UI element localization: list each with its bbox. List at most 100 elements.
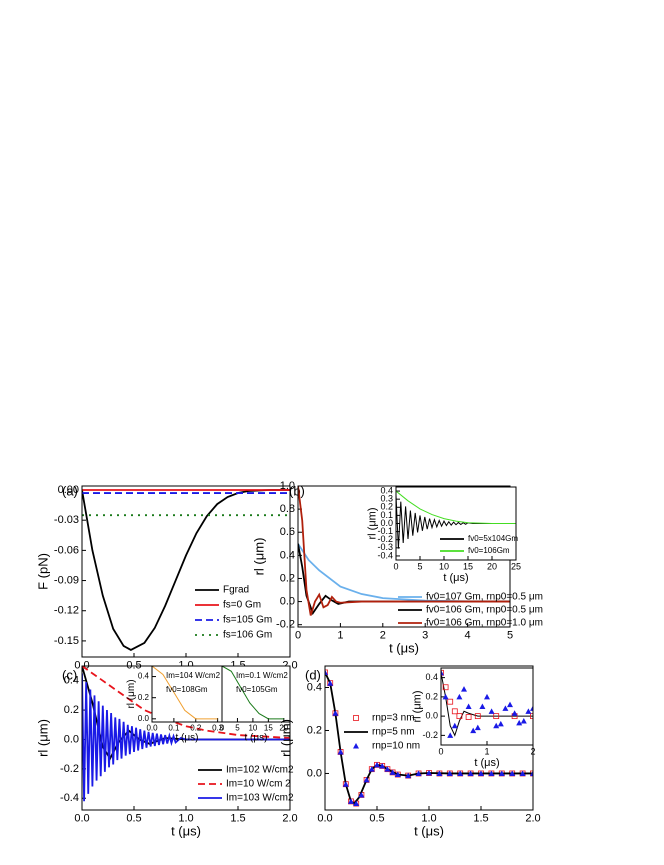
marker-triangle xyxy=(520,717,527,724)
y-tick-label: 0.0 xyxy=(307,767,322,779)
marker-square xyxy=(325,669,328,676)
x-axis-label: t (μs) xyxy=(171,823,201,838)
marker-triangle xyxy=(368,766,375,772)
inset-chart: 0.0 0.1 0.2 0.3 0.4 0.2 0.0 t (μs) rl (μm) Im=104… xyxy=(126,665,224,744)
y-axis-label: rl (μm) xyxy=(278,719,293,757)
y-tick-label: -0.09 xyxy=(54,574,79,586)
marker-square xyxy=(442,684,449,691)
x-tick-label: 0 xyxy=(295,630,301,642)
legend-label: rnp=5 nm xyxy=(372,727,415,738)
plot-area xyxy=(82,666,290,802)
x-tick-label: 0 xyxy=(438,747,443,757)
y-tick-label: 0.0 xyxy=(64,733,79,745)
marker-triangle xyxy=(507,701,513,708)
series-line xyxy=(222,666,284,720)
marker-triangle xyxy=(456,693,463,700)
inset-chart: 0 5 10 15 20 t (μs) Im=0.1 W/cm2 fv0=105Gm xyxy=(220,665,291,744)
marker-square xyxy=(447,698,454,705)
x-tick-label: 2 xyxy=(380,630,386,642)
y-tick-label: -0.06 xyxy=(54,544,79,556)
legend-label: fv0=106 Gm, rnp0=0.5 μm xyxy=(426,605,543,616)
y-tick-label: 0.2 xyxy=(307,724,322,736)
y-tick-label: -0.2 xyxy=(276,619,295,631)
legend-label: fv0=106Gm xyxy=(468,546,510,555)
marker-square xyxy=(451,708,458,715)
marker-triangle xyxy=(493,722,500,729)
marker-triangle xyxy=(405,772,412,779)
y-tick-label: 0.4 xyxy=(280,549,295,561)
plot-area xyxy=(325,669,533,807)
marker-triangle xyxy=(436,770,443,776)
x-tick-label: 10 xyxy=(439,562,449,572)
y-axis-label: F (pN) xyxy=(35,553,50,590)
legend-label: Im=10 W/cm 2 xyxy=(226,779,291,790)
annotation: Im=0.1 W/cm2 xyxy=(236,671,288,680)
marker-square xyxy=(465,714,472,720)
x-tick-label: 0.5 xyxy=(369,813,384,825)
y-tick-label: 0.2 xyxy=(64,704,79,716)
annotation: Im=104 W/cm2 xyxy=(166,671,221,680)
y-tick-label: 0.3 xyxy=(380,494,393,504)
y-tick-label: 0.2 xyxy=(138,693,150,702)
marker-triangle xyxy=(415,770,422,776)
chart-panel: 0.0 0.5 1.0 1.5 2.0 0.4 0.2 0.0 t (μs) rl (μm) (d)… xyxy=(278,665,541,838)
x-tick-label: 10 xyxy=(248,724,257,733)
y-axis-label: rl (μm) xyxy=(251,538,266,576)
x-axis-label: t (μs) xyxy=(245,733,268,744)
inset-background xyxy=(441,668,533,745)
y-tick-label: 0.0 xyxy=(425,711,438,721)
x-tick-label: 0.0 xyxy=(74,813,89,825)
marker-triangle xyxy=(497,720,504,727)
marker-triangle xyxy=(484,693,490,700)
marker-triangle xyxy=(426,770,432,776)
y-tick-label: 0.0 xyxy=(380,518,393,528)
legend-label: fv0=106 Gm, rnp0=1.0 μm xyxy=(426,618,543,629)
panel-label: (c) xyxy=(62,667,77,682)
y-tick-label: -0.2 xyxy=(60,763,79,775)
legend-label: fs=106 Gm xyxy=(223,630,272,641)
marker-triangle xyxy=(348,798,354,804)
marker-square xyxy=(530,713,533,720)
inset-chart: 0 5 10 15 20 25 0.40.30.20.10.0-0.1-0.2-0.3-0.… xyxy=(367,485,522,583)
x-tick-label: 1 xyxy=(337,630,343,642)
x-tick-label: 20 xyxy=(487,562,497,572)
marker-triangle xyxy=(479,703,486,709)
marker-triangle xyxy=(447,732,454,738)
marker-triangle xyxy=(525,708,532,714)
x-tick-label: 1.5 xyxy=(473,813,488,825)
marker-square xyxy=(493,713,500,720)
marker-triangle xyxy=(332,710,339,716)
x-tick-label: 2.0 xyxy=(282,813,297,825)
x-tick-label: 0.0 xyxy=(146,724,158,733)
y-tick-label: -0.2 xyxy=(377,534,393,544)
marker-triangle xyxy=(530,770,533,776)
marker-triangle xyxy=(441,669,444,676)
marker-triangle xyxy=(358,791,365,798)
x-tick-label: 1 xyxy=(484,747,489,757)
marker-triangle xyxy=(509,770,516,776)
x-tick-label: 20 xyxy=(279,724,288,733)
legend-label: fs=105 Gm xyxy=(223,615,272,626)
y-tick-label: 0.2 xyxy=(380,502,393,512)
marker-square xyxy=(353,715,359,721)
marker-triangle xyxy=(379,762,386,769)
x-tick-label: 3 xyxy=(422,630,428,642)
marker-triangle xyxy=(363,776,370,783)
plot-area xyxy=(441,669,533,738)
legend-label: fv0=5x104Gm xyxy=(468,534,518,543)
marker-triangle xyxy=(511,710,518,716)
marker-triangle xyxy=(474,724,481,731)
y-tick-label: -0.03 xyxy=(54,514,79,526)
x-tick-label: 5 xyxy=(507,630,513,642)
y-tick-label: -0.4 xyxy=(60,792,79,804)
marker-triangle xyxy=(353,743,359,749)
legend-label: rnp=3 nm xyxy=(372,713,415,724)
y-tick-label: 0.2 xyxy=(425,691,438,701)
marker-triangle xyxy=(342,781,349,787)
y-tick-label: 0.4 xyxy=(380,485,393,495)
legend-label: fs=0 Gm xyxy=(223,600,261,611)
x-tick-label: 4 xyxy=(465,630,471,642)
x-tick-label: 1.0 xyxy=(178,813,193,825)
legend-label: Im=102 W/cm2 xyxy=(226,765,294,776)
